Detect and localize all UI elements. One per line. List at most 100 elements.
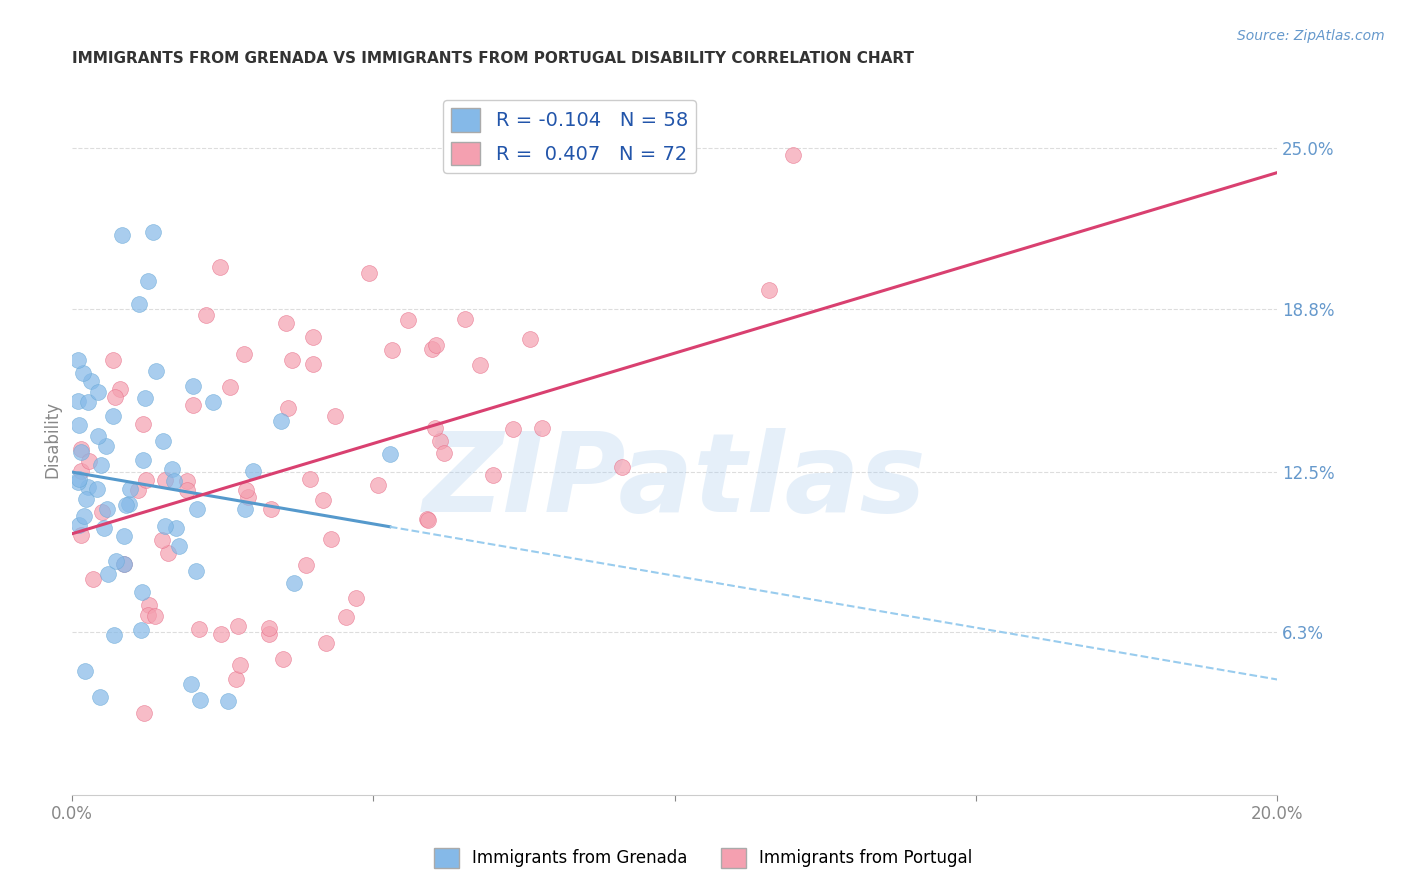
Point [357, 266, 380, 280]
Point [181, 398, 204, 412]
Point [67, 352, 90, 367]
Point [344, 591, 367, 606]
Point [482, 467, 505, 482]
Point [201, 395, 224, 409]
Legend: R = -0.104   N = 58, R =  0.407   N = 72: R = -0.104 N = 58, R = 0.407 N = 72 [443, 101, 696, 173]
Point [233, 347, 256, 361]
Point [73, 508, 96, 523]
Point [90, 458, 112, 473]
Point [209, 627, 232, 641]
Point [67, 475, 90, 489]
Point [145, 609, 167, 624]
Point [153, 473, 176, 487]
Point [219, 380, 242, 394]
Point [134, 706, 156, 720]
Point [108, 382, 131, 396]
Point [281, 353, 304, 368]
Point [70, 527, 93, 541]
Point [277, 401, 299, 415]
Point [420, 342, 443, 356]
Point [128, 297, 150, 311]
Point [257, 627, 280, 641]
Point [132, 417, 155, 432]
Point [425, 337, 447, 351]
Point [378, 447, 401, 461]
Point [319, 532, 342, 546]
Point [184, 565, 207, 579]
Point [179, 677, 201, 691]
Point [72, 366, 94, 380]
Point [114, 498, 136, 512]
Point [70, 442, 93, 457]
Point [97, 566, 120, 581]
Point [77, 454, 100, 468]
Point [132, 452, 155, 467]
Point [142, 226, 165, 240]
Point [157, 546, 180, 560]
Point [103, 409, 125, 423]
Point [111, 227, 134, 242]
Point [301, 357, 323, 371]
Point [103, 352, 125, 367]
Point [145, 364, 167, 378]
Point [70, 444, 93, 458]
Point [225, 672, 247, 686]
Point [112, 558, 135, 572]
Legend: Immigrants from Grenada, Immigrants from Portugal: Immigrants from Grenada, Immigrants from… [427, 841, 979, 875]
Point [315, 635, 337, 649]
Point [105, 554, 128, 568]
Point [160, 462, 183, 476]
Point [531, 421, 554, 435]
Point [519, 332, 541, 346]
Point [134, 392, 156, 406]
Point [298, 471, 321, 485]
Point [131, 585, 153, 599]
Point [150, 533, 173, 548]
Point [104, 390, 127, 404]
Point [67, 472, 90, 486]
Point [242, 464, 264, 478]
Point [610, 459, 633, 474]
Point [233, 502, 256, 516]
Point [129, 624, 152, 638]
Point [235, 483, 257, 497]
Point [112, 557, 135, 571]
Point [67, 393, 90, 408]
Point [416, 513, 439, 527]
Point [67, 418, 90, 433]
Point [187, 623, 209, 637]
Point [381, 343, 404, 357]
Point [325, 409, 347, 423]
Point [163, 474, 186, 488]
Point [423, 421, 446, 435]
Point [229, 658, 252, 673]
Y-axis label: Disability: Disability [44, 401, 60, 478]
Point [152, 434, 174, 448]
Point [226, 619, 249, 633]
Point [596, 135, 619, 149]
Point [209, 260, 232, 275]
Point [77, 395, 100, 409]
Point [127, 483, 149, 498]
Point [186, 501, 208, 516]
Point [238, 490, 260, 504]
Point [271, 652, 294, 666]
Point [67, 518, 90, 533]
Point [77, 480, 100, 494]
Point [165, 520, 187, 534]
Point [782, 148, 804, 162]
Point [257, 621, 280, 635]
Point [217, 693, 239, 707]
Text: ZIPatlas: ZIPatlas [423, 428, 927, 535]
Point [396, 312, 419, 326]
Point [429, 434, 451, 448]
Point [136, 274, 159, 288]
Point [260, 501, 283, 516]
Point [454, 312, 477, 326]
Point [136, 608, 159, 623]
Point [86, 384, 108, 399]
Point [75, 664, 97, 678]
Point [294, 558, 316, 573]
Point [87, 429, 110, 443]
Point [153, 518, 176, 533]
